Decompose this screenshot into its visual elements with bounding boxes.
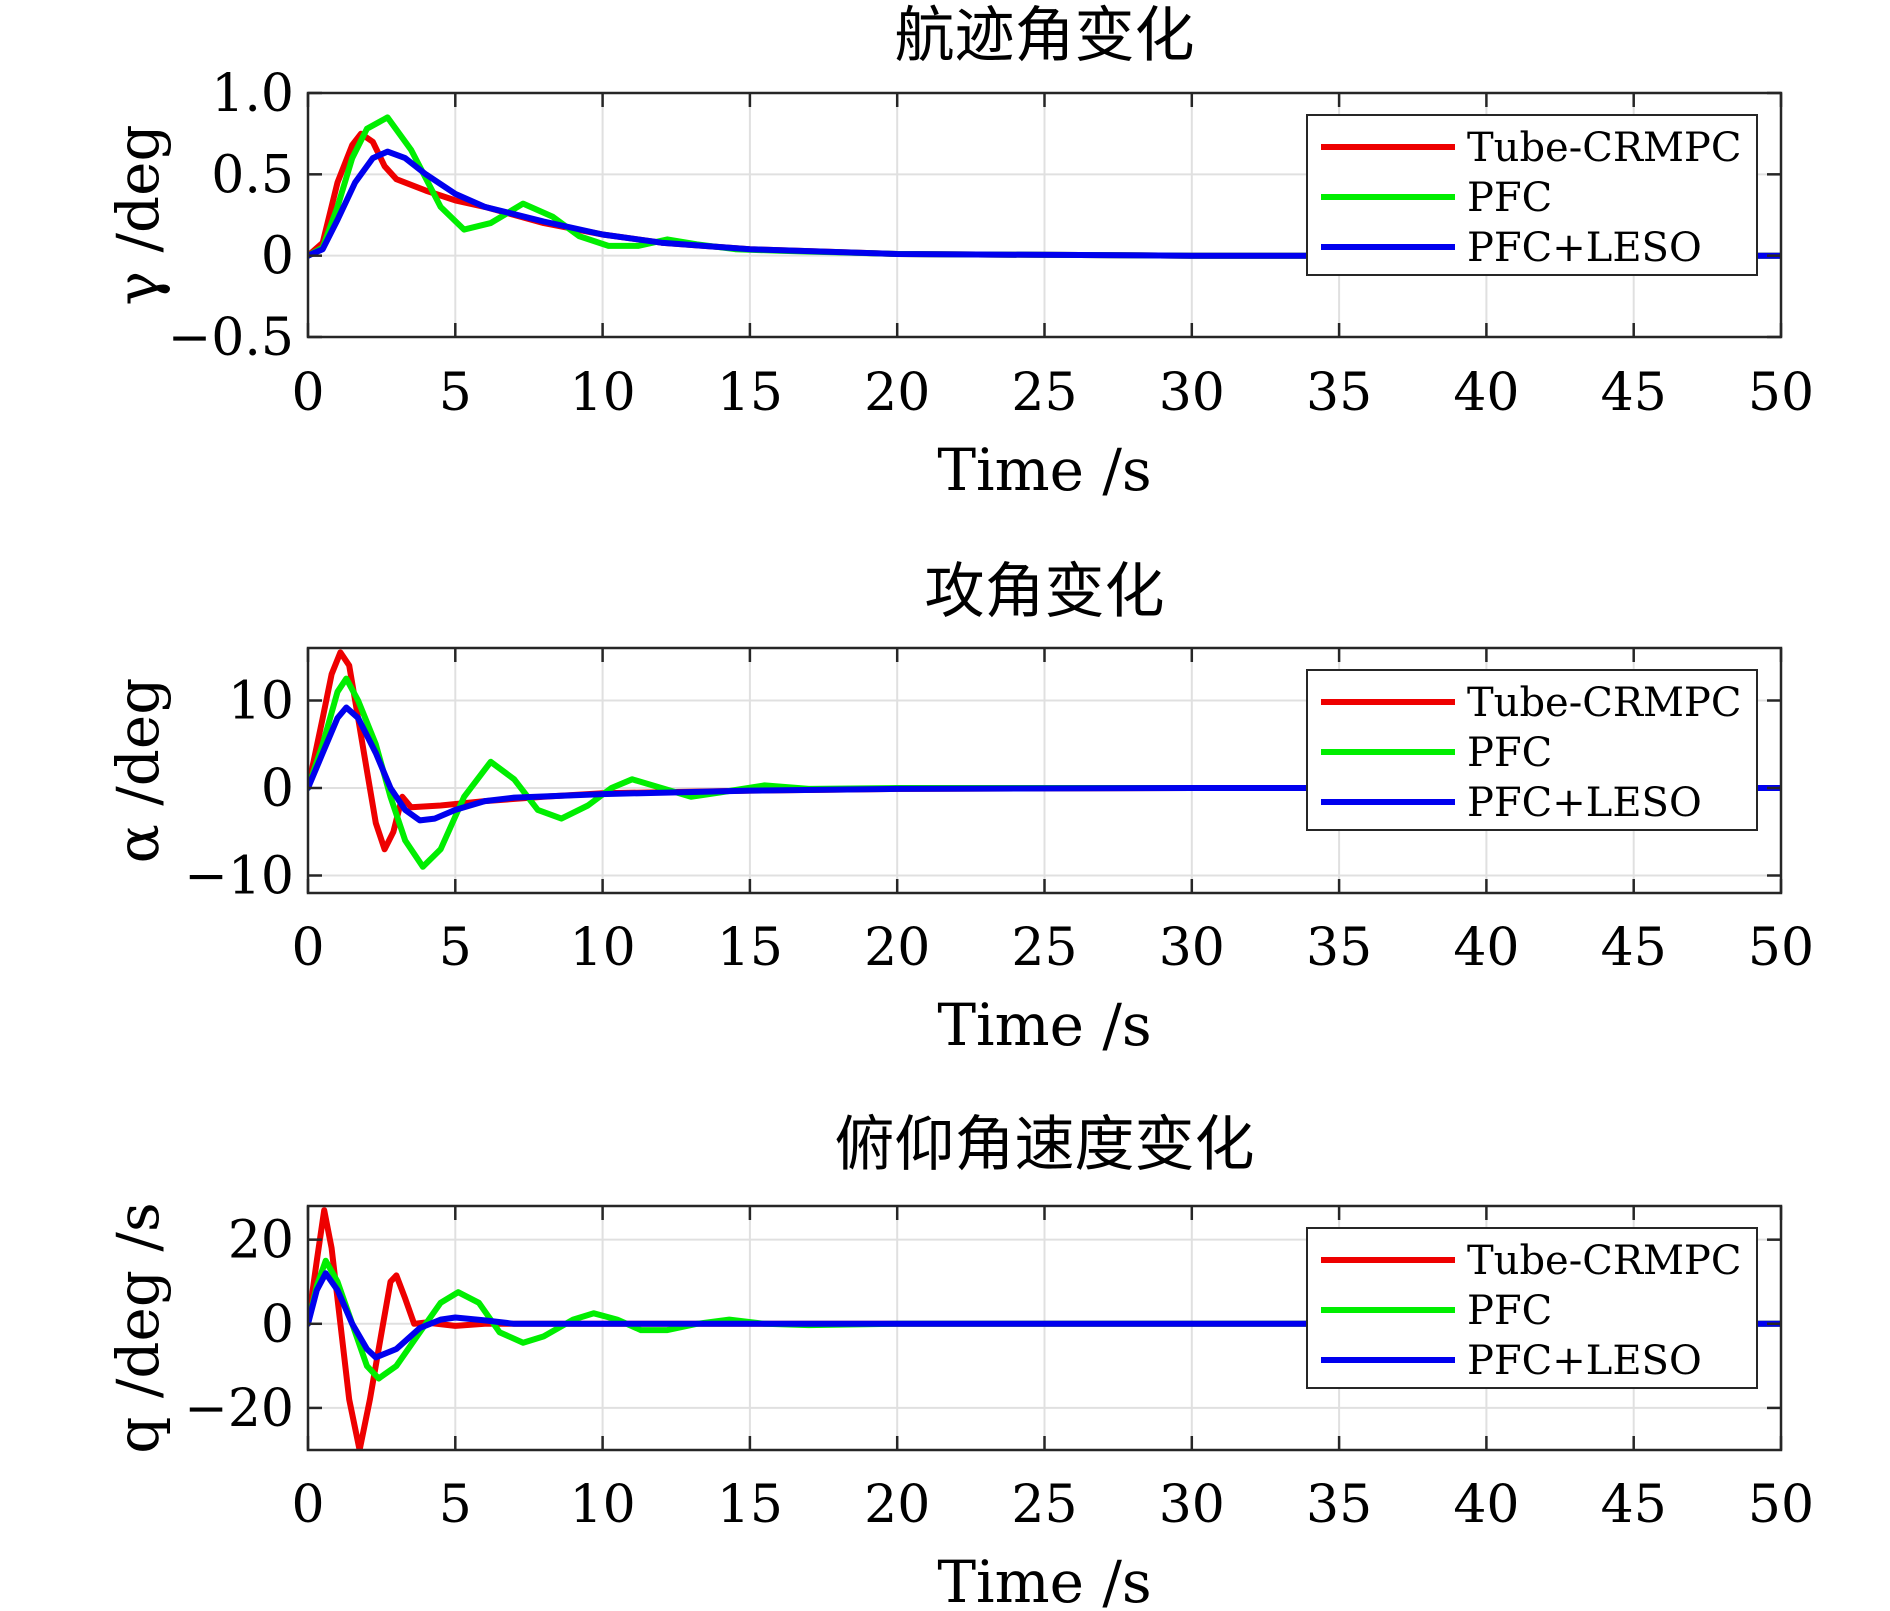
- y-tick-label: 0: [261, 1295, 294, 1355]
- y-tick-label: 0: [261, 759, 294, 819]
- y-tick-label: −10: [184, 847, 294, 907]
- legend-label: PFC+LESO: [1467, 1338, 1702, 1384]
- legend-label: PFC: [1467, 730, 1552, 776]
- x-tick-label: 45: [1601, 1475, 1667, 1535]
- y-axis-label: q /deg /s: [104, 1202, 172, 1453]
- x-tick-label: 10: [570, 918, 636, 978]
- x-tick-label: 5: [439, 918, 472, 978]
- x-tick-label: 25: [1011, 918, 1077, 978]
- legend-label: Tube-CRMPC: [1467, 1238, 1741, 1284]
- x-axis-label: Time /s: [937, 436, 1151, 504]
- x-tick-label: 50: [1748, 918, 1814, 978]
- legend-label: PFC: [1467, 1288, 1552, 1334]
- x-tick-label: 15: [717, 918, 783, 978]
- x-tick-label: 35: [1306, 363, 1372, 423]
- chart-panel-1: 0 5 10 15 20 25 30 35 40 45 50 −10 0 10 攻角变化 Time /s α /…: [104, 557, 1814, 1059]
- chart-title: 攻角变化: [925, 557, 1165, 627]
- x-tick-label: 0: [291, 1475, 324, 1535]
- x-tick-label: 50: [1748, 1475, 1814, 1535]
- x-axis-label: Time /s: [937, 991, 1151, 1059]
- y-axis-label: α /deg: [104, 678, 172, 864]
- x-tick-label: 0: [291, 363, 324, 423]
- x-tick-label: 20: [864, 1475, 930, 1535]
- x-tick-label: 45: [1601, 918, 1667, 978]
- y-tick-label: 0.5: [211, 145, 294, 205]
- x-tick-label: 10: [570, 363, 636, 423]
- y-tick-label: 0: [261, 227, 294, 287]
- y-tick-label: 1.0: [211, 64, 294, 124]
- legend-label: Tube-CRMPC: [1467, 125, 1741, 171]
- x-tick-label: 30: [1159, 918, 1225, 978]
- chart-title: 航迹角变化: [895, 1, 1195, 71]
- x-tick-label: 45: [1601, 363, 1667, 423]
- y-tick-label: −0.5: [168, 308, 294, 368]
- y-axis-label: γ /deg: [104, 124, 172, 305]
- y-tick-label: 10: [228, 672, 294, 732]
- x-tick-label: 25: [1011, 1475, 1077, 1535]
- x-tick-label: 25: [1011, 363, 1077, 423]
- x-tick-label: 15: [717, 363, 783, 423]
- y-tick-label: 20: [228, 1211, 294, 1271]
- series-line-pfc-leso: [308, 704, 1781, 824]
- legend-label: PFC+LESO: [1467, 225, 1702, 271]
- x-tick-label: 0: [291, 918, 324, 978]
- legend-label: PFC+LESO: [1467, 780, 1702, 826]
- series-line-pfc-leso: [308, 1270, 1781, 1361]
- legend-label: PFC: [1467, 175, 1552, 221]
- x-tick-label: 15: [717, 1475, 783, 1535]
- x-tick-label: 40: [1453, 918, 1519, 978]
- x-axis-label: Time /s: [937, 1548, 1151, 1611]
- series-line-pfc-leso: [308, 148, 1781, 259]
- legend-label: Tube-CRMPC: [1467, 680, 1741, 726]
- x-tick-label: 50: [1748, 363, 1814, 423]
- chart-panel-0: 0 5 10 15 20 25 30 35 40 45 50−0.500.51.0航迹角变化Time…: [104, 1, 1814, 504]
- x-tick-label: 20: [864, 918, 930, 978]
- x-tick-label: 30: [1159, 363, 1225, 423]
- chart-panel-2: 0 5 10 15 20 25 30 35 40 45 50 −20 0 20 俯仰角速度变化 Time /s…: [104, 1110, 1814, 1611]
- x-tick-label: 40: [1453, 363, 1519, 423]
- x-tick-label: 20: [864, 363, 930, 423]
- x-tick-label: 5: [439, 363, 472, 423]
- x-tick-label: 35: [1306, 918, 1372, 978]
- chart-title: 俯仰角速度变化: [835, 1110, 1255, 1180]
- x-tick-label: 5: [439, 1475, 472, 1535]
- y-tick-label: −20: [184, 1379, 294, 1439]
- x-tick-label: 40: [1453, 1475, 1519, 1535]
- x-tick-label: 30: [1159, 1475, 1225, 1535]
- x-tick-label: 10: [570, 1475, 636, 1535]
- x-tick-label: 35: [1306, 1475, 1372, 1535]
